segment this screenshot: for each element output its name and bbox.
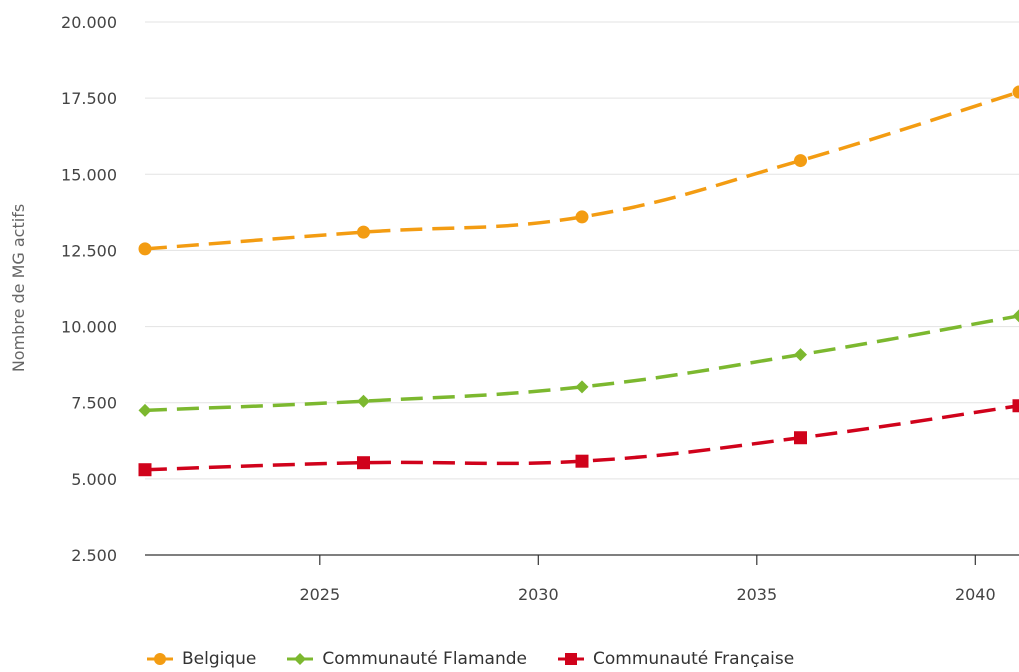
data-point <box>564 653 577 665</box>
data-point <box>575 380 589 394</box>
y-axis-title: Nombre de MG actifs <box>9 204 28 372</box>
x-tick-label: 2040 <box>955 585 996 604</box>
data-point <box>1012 309 1019 323</box>
data-point <box>794 154 807 168</box>
y-axis: 2.500 5.000 7.500 10.000 12.500 15.000 17.500 2… <box>61 13 117 565</box>
data-point <box>138 242 152 256</box>
data-point <box>794 431 807 445</box>
legend: Belgique Communauté Flamande Communauté Fr… <box>146 646 824 672</box>
legend-item[interactable]: Communauté Française <box>557 649 794 669</box>
series-group <box>138 85 1019 477</box>
data-point <box>357 456 370 470</box>
data-point <box>575 210 589 224</box>
y-tick-label: 10.000 <box>61 318 117 337</box>
legend-swatch-icon <box>287 653 314 665</box>
y-tick-label: 7.500 <box>71 394 117 413</box>
data-point <box>138 403 152 417</box>
data-point <box>794 348 807 362</box>
legend-swatch-icon <box>147 653 173 665</box>
x-axis: 2025 2030 2035 2040 <box>145 554 1019 604</box>
y-tick-label: 12.500 <box>61 241 117 260</box>
legend-label: Belgique <box>182 649 257 669</box>
data-point <box>1012 85 1019 99</box>
y-tick-label: 5.000 <box>71 470 117 489</box>
x-tick-label: 2035 <box>736 585 777 604</box>
y-tick-label: 2.500 <box>71 546 117 565</box>
y-tick-label: 15.000 <box>61 165 117 184</box>
legend-item[interactable]: Communauté Flamande <box>286 649 527 669</box>
data-point <box>357 394 370 408</box>
legend-label: Communauté Française <box>592 649 795 669</box>
legend-label: Communauté Flamande <box>322 649 527 669</box>
data-point <box>138 463 152 477</box>
x-tick-label: 2025 <box>299 585 340 604</box>
y-tick-label: 20.000 <box>61 13 117 32</box>
data-point <box>154 653 166 665</box>
y-tick-label: 17.500 <box>61 89 117 108</box>
series-belgique <box>138 85 1019 256</box>
series-line <box>144 314 1019 413</box>
gridlines <box>145 21 1019 480</box>
data-point <box>1012 399 1019 413</box>
data-point <box>294 653 307 665</box>
x-tick-label: 2030 <box>518 585 559 604</box>
legend-swatch-icon <box>557 653 584 665</box>
series-communaut-fran-aise <box>138 399 1019 477</box>
legend-item[interactable]: Belgique <box>146 649 256 669</box>
series-line <box>144 90 1019 251</box>
series-communaut-flamande <box>138 309 1019 417</box>
data-point <box>357 225 370 239</box>
data-point <box>575 454 589 468</box>
